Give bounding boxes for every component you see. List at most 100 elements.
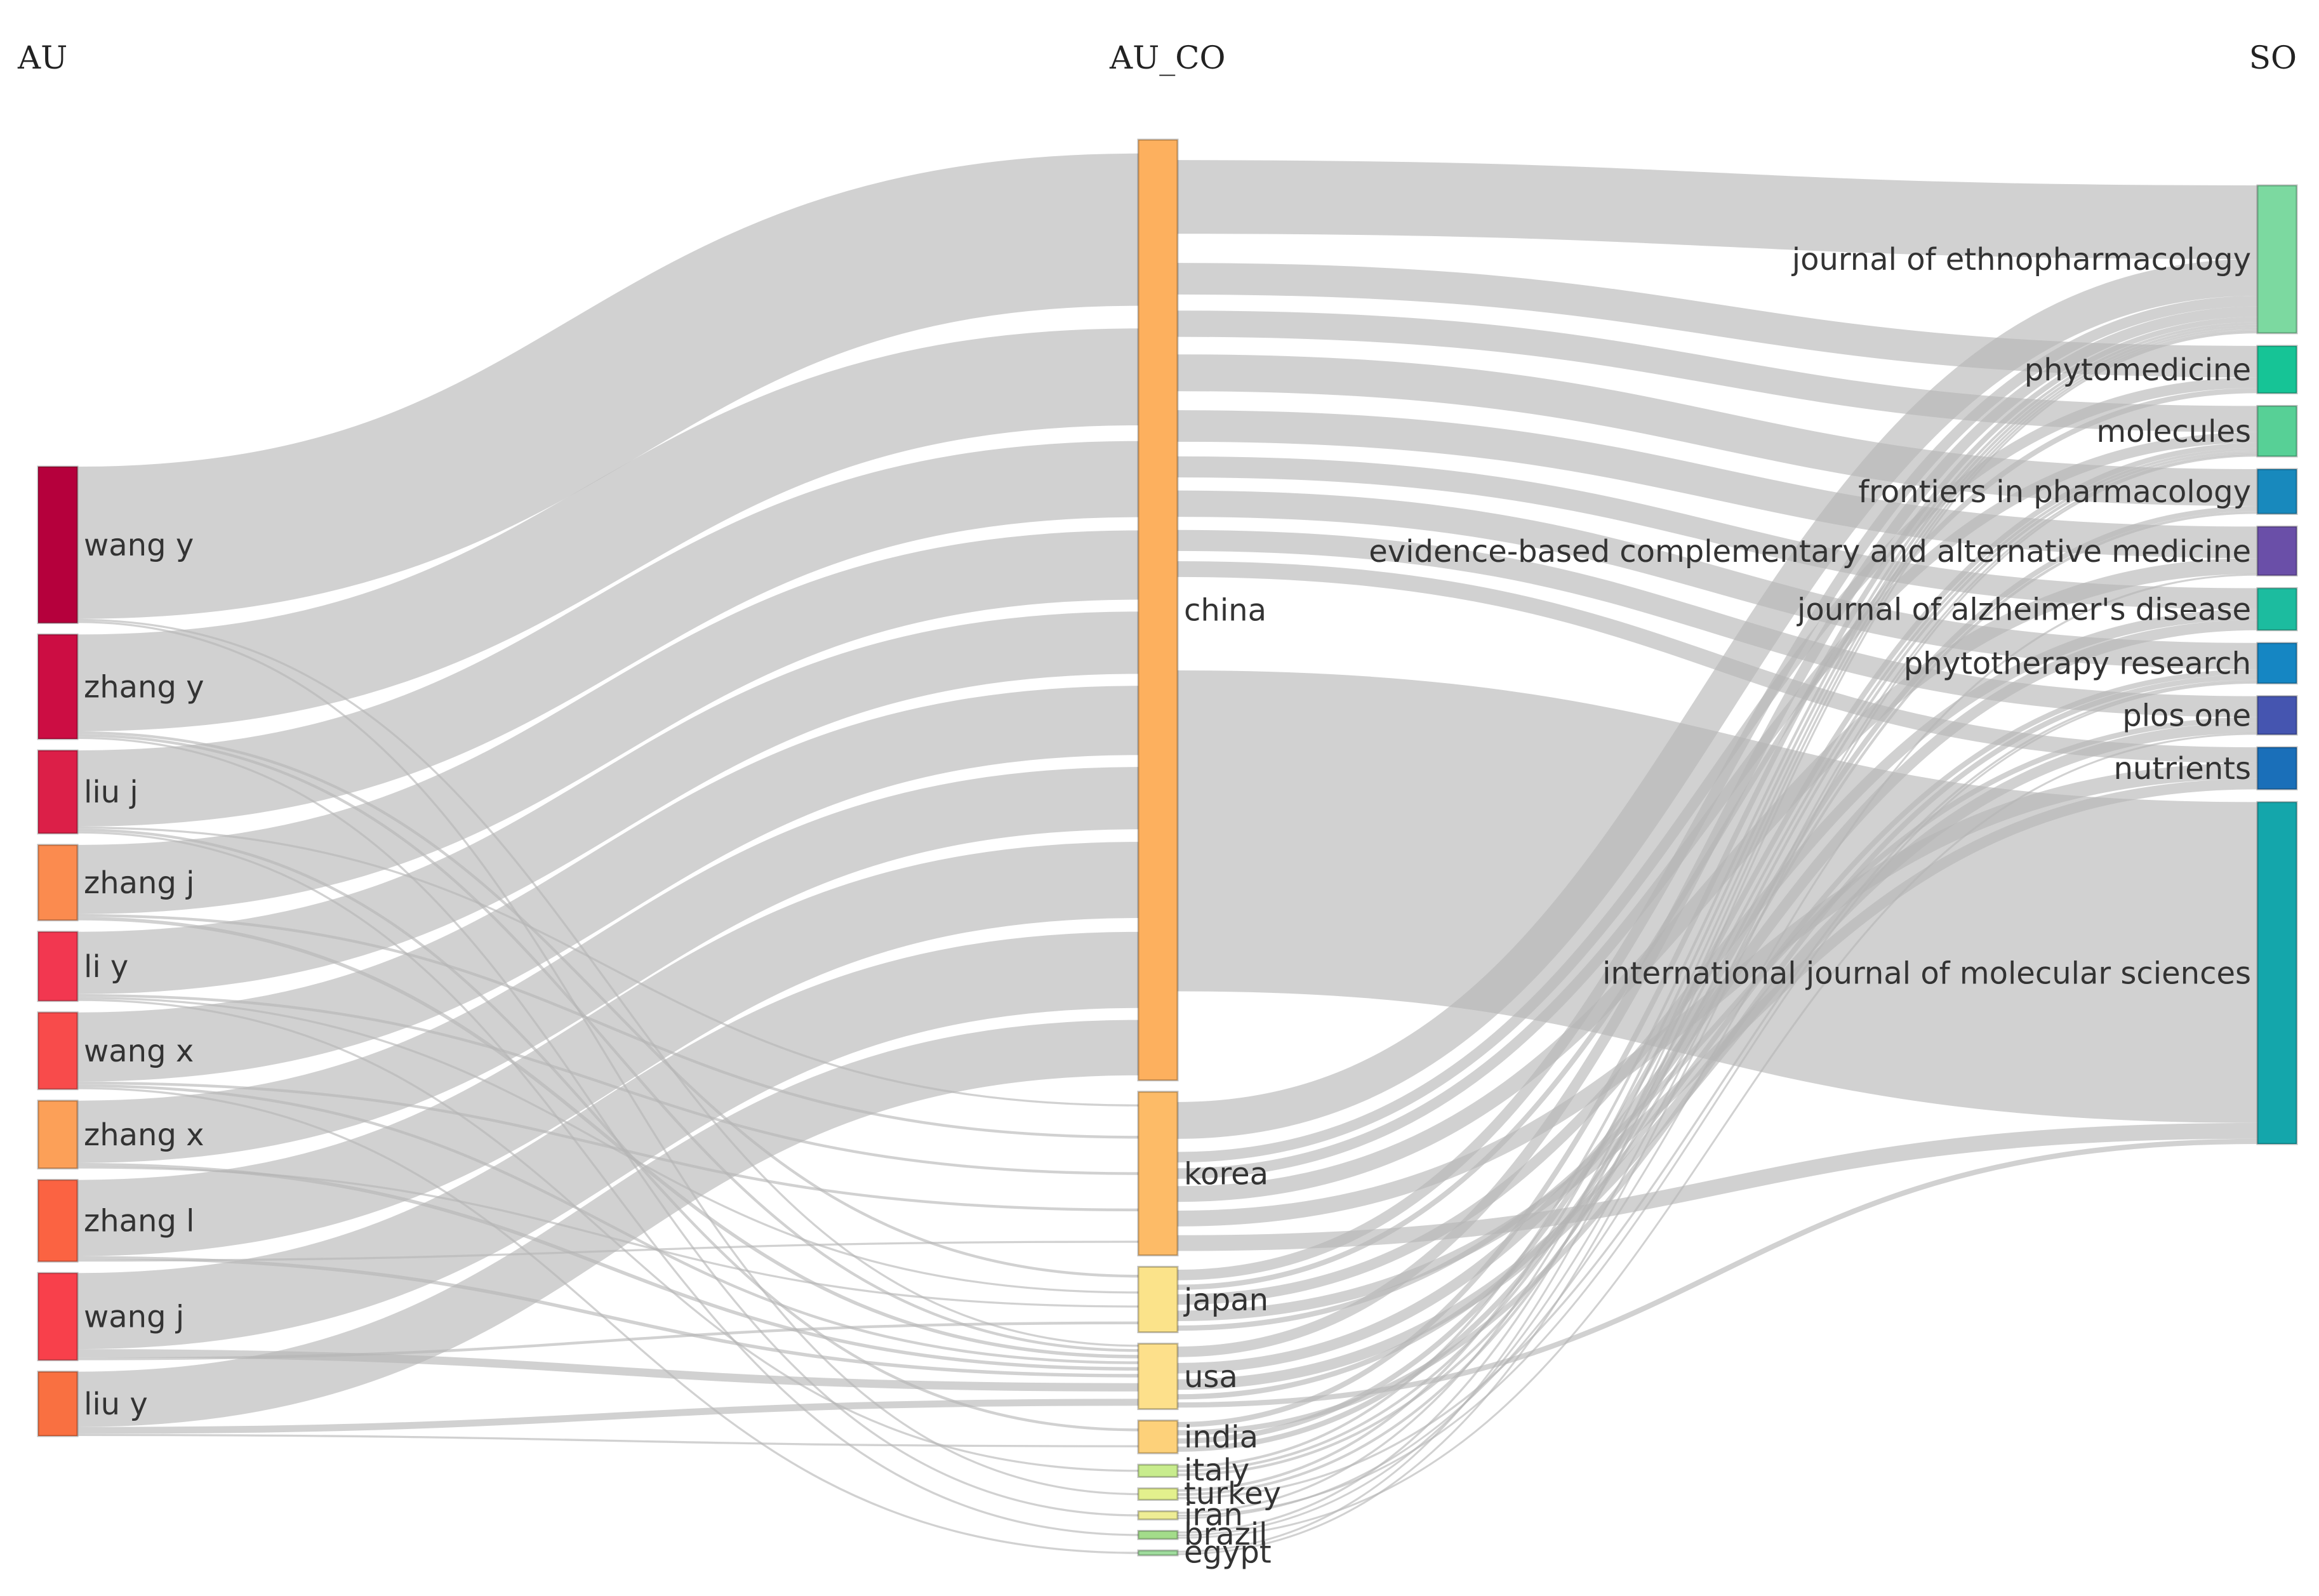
node-liu-j[interactable]: liu j xyxy=(37,749,138,835)
node-international-journal-of-molecular-sciences[interactable]: international journal of molecular scien… xyxy=(1602,801,2298,1145)
link-china-to-nutrients[interactable] xyxy=(1177,561,2258,763)
link-zhang-l-to-china[interactable] xyxy=(77,842,1139,1256)
node-bar-china[interactable] xyxy=(1137,138,1179,1082)
link-liu-y-to-usa[interactable] xyxy=(77,1399,1139,1434)
node-bar-frontiers-in-pharmacology[interactable] xyxy=(2256,468,2298,515)
node-bar-phytotherapy-research[interactable] xyxy=(2256,642,2298,685)
node-bar-brazil[interactable] xyxy=(1137,1529,1179,1540)
node-bar-wang-j[interactable] xyxy=(37,1272,79,1362)
node-wang-x[interactable]: wang x xyxy=(37,1011,194,1091)
node-bar-phytomedicine[interactable] xyxy=(2256,345,2298,394)
link-wang-x-to-china[interactable] xyxy=(77,686,1139,1082)
link-zhang-x-to-china[interactable] xyxy=(77,767,1139,1163)
link-italy-to-journal-of-ethnopharmacology[interactable] xyxy=(1177,322,2258,1468)
link-zhang-y-to-china[interactable] xyxy=(77,328,1139,732)
node-bar-zhang-y[interactable] xyxy=(37,633,79,740)
node-wang-y[interactable]: wang y xyxy=(37,465,194,624)
node-italy[interactable]: italy xyxy=(1137,1453,1249,1488)
node-india[interactable]: india xyxy=(1137,1420,1258,1455)
link-korea-to-molecules[interactable] xyxy=(1177,432,2258,1179)
node-bar-journal-of-ethnopharmacology[interactable] xyxy=(2256,184,2298,335)
node-zhang-x[interactable]: zhang x xyxy=(37,1100,204,1170)
link-brazil-to-journal-of-ethnopharmacology[interactable] xyxy=(1177,329,2258,1534)
node-bar-journal-of-alzheimer-s-disease[interactable] xyxy=(2256,587,2298,632)
node-bar-japan[interactable] xyxy=(1137,1265,1179,1334)
link-egypt-to-journal-of-ethnopharmacology[interactable] xyxy=(1177,331,2258,1553)
node-zhang-l[interactable]: zhang l xyxy=(37,1179,195,1263)
node-bar-plos-one[interactable] xyxy=(2256,695,2298,736)
node-molecules[interactable]: molecules xyxy=(2096,404,2298,458)
node-zhang-j[interactable]: zhang j xyxy=(37,844,195,922)
node-bar-korea[interactable] xyxy=(1137,1091,1179,1256)
link-china-to-journal-of-ethnopharmacology[interactable] xyxy=(1177,160,2258,260)
link-egypt-to-molecules[interactable] xyxy=(1177,455,2258,1555)
link-liu-j-to-china[interactable] xyxy=(77,441,1139,827)
link-korea-to-journal-of-ethnopharmacology[interactable] xyxy=(1177,259,2258,1139)
link-china-to-phytotherapy-research[interactable] xyxy=(1177,490,2258,670)
link-china-to-plos-one[interactable] xyxy=(1177,529,2258,717)
node-journal-of-alzheimer-s-disease[interactable]: journal of alzheimer's disease xyxy=(1797,587,2298,632)
link-iran-to-journal-of-ethnopharmacology[interactable] xyxy=(1177,327,2258,1514)
link-japan-to-journal-of-ethnopharmacology[interactable] xyxy=(1177,296,2258,1280)
link-brazil-to-plos-one[interactable] xyxy=(1177,733,2258,1539)
node-wang-j[interactable]: wang j xyxy=(37,1272,184,1362)
link-liu-y-to-china[interactable] xyxy=(77,1020,1139,1427)
link-korea-to-evidence-based-complementary-and-alternative-medicine[interactable] xyxy=(1177,558,2258,1202)
link-china-to-evidence-based-complementary-and-alternative-medicine[interactable] xyxy=(1177,410,2258,559)
node-iran[interactable]: iran xyxy=(1137,1497,1243,1533)
node-egypt[interactable]: egypt xyxy=(1137,1535,1272,1571)
link-china-to-molecules[interactable] xyxy=(1177,310,2258,432)
link-turkey-to-phytotherapy-research[interactable] xyxy=(1177,679,2258,1500)
node-japan[interactable]: japan xyxy=(1137,1265,1268,1334)
node-bar-evidence-based-complementary-and-alternative-medicine[interactable] xyxy=(2256,525,2298,576)
node-phytotherapy-research[interactable]: phytotherapy research xyxy=(1904,642,2298,685)
link-iran-to-evidence-based-complementary-and-alternative-medicine[interactable] xyxy=(1177,573,2258,1519)
node-bar-molecules[interactable] xyxy=(2256,404,2298,458)
link-italy-to-molecules[interactable] xyxy=(1177,448,2258,1472)
node-phytomedicine[interactable]: phytomedicine xyxy=(2024,345,2298,394)
link-turkey-to-molecules[interactable] xyxy=(1177,450,2258,1496)
node-bar-nutrients[interactable] xyxy=(2256,746,2298,790)
node-bar-egypt[interactable] xyxy=(1137,1549,1179,1557)
node-li-y[interactable]: li y xyxy=(37,931,128,1002)
node-bar-turkey[interactable] xyxy=(1137,1487,1179,1501)
node-bar-italy[interactable] xyxy=(1137,1463,1179,1478)
node-bar-zhang-x[interactable] xyxy=(37,1100,79,1170)
link-india-to-frontiers-in-pharmacology[interactable] xyxy=(1177,505,2258,1452)
node-bar-zhang-j[interactable] xyxy=(37,844,79,922)
node-zhang-y[interactable]: zhang y xyxy=(37,633,204,740)
link-wang-j-to-china[interactable] xyxy=(77,931,1139,1350)
node-liu-y[interactable]: liu y xyxy=(37,1371,148,1437)
link-turkey-to-journal-of-ethnopharmacology[interactable] xyxy=(1177,324,2258,1492)
node-bar-international-journal-of-molecular-sciences[interactable] xyxy=(2256,801,2298,1145)
node-bar-zhang-l[interactable] xyxy=(37,1179,79,1263)
link-li-y-to-china[interactable] xyxy=(77,611,1139,994)
link-usa-to-phytotherapy-research[interactable] xyxy=(1177,669,2258,1400)
node-bar-usa[interactable] xyxy=(1137,1343,1179,1411)
link-china-to-journal-of-alzheimer-s-disease[interactable] xyxy=(1177,456,2258,609)
node-bar-liu-j[interactable] xyxy=(37,749,79,835)
node-bar-india[interactable] xyxy=(1137,1420,1179,1454)
link-korea-to-international-journal-of-molecular-sciences[interactable] xyxy=(1177,1122,2258,1251)
node-frontiers-in-pharmacology[interactable]: frontiers in pharmacology xyxy=(1858,468,2298,515)
node-bar-iran[interactable] xyxy=(1137,1510,1179,1520)
node-china[interactable]: china xyxy=(1137,138,1266,1082)
node-bar-wang-y[interactable] xyxy=(37,465,79,624)
node-plos-one[interactable]: plos one xyxy=(2122,695,2298,736)
link-zhang-j-to-china[interactable] xyxy=(77,530,1139,914)
link-iran-to-phytotherapy-research[interactable] xyxy=(1177,681,2258,1517)
node-nutrients[interactable]: nutrients xyxy=(2113,746,2298,790)
link-brazil-to-molecules[interactable] xyxy=(1177,453,2258,1536)
node-bar-wang-x[interactable] xyxy=(37,1011,79,1091)
link-japan-to-journal-of-alzheimer-s-disease[interactable] xyxy=(1177,609,2258,1305)
link-india-to-journal-of-ethnopharmacology[interactable] xyxy=(1177,317,2258,1428)
link-korea-to-phytomedicine[interactable] xyxy=(1177,377,2258,1163)
node-usa[interactable]: usa xyxy=(1137,1343,1238,1411)
node-evidence-based-complementary-and-alternative-medicine[interactable]: evidence-based complementary and alterna… xyxy=(1369,525,2298,576)
link-usa-to-journal-of-ethnopharmacology[interactable] xyxy=(1177,306,2258,1357)
node-brazil[interactable]: brazil xyxy=(1137,1517,1267,1552)
node-turkey[interactable]: turkey xyxy=(1137,1476,1281,1512)
node-journal-of-ethnopharmacology[interactable]: journal of ethnopharmacology xyxy=(1791,184,2298,335)
link-liu-y-to-india[interactable] xyxy=(77,1433,1139,1447)
node-korea[interactable]: korea xyxy=(1137,1091,1268,1256)
